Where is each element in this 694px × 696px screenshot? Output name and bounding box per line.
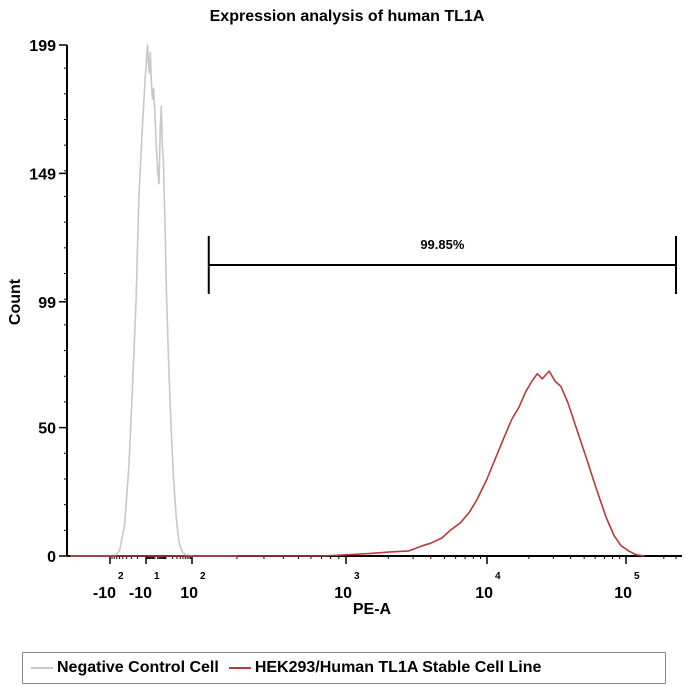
legend-swatch-tl1a-stable-line (228, 667, 251, 669)
y-tick-label: 199 (29, 38, 56, 55)
x-tick-exponent: 5 (634, 571, 640, 582)
x-tick-exponent: 3 (354, 571, 360, 582)
legend-label-tl1a-stable-line: HEK293/Human TL1A Stable Cell Line (254, 659, 542, 676)
x-tick-label: 10 (475, 585, 493, 602)
x-tick-label: 10 (180, 585, 198, 602)
x-tick-label: 10 (334, 585, 352, 602)
x-tick-label: -10 (129, 585, 152, 602)
y-axis-label: Count (7, 278, 24, 325)
y-tick-label: 50 (38, 421, 56, 438)
y-tick-label: 149 (29, 166, 56, 183)
gate-percentage-label: 99.85% (420, 237, 465, 252)
y-tick-label: 99 (38, 295, 56, 312)
y-tick-label: 0 (47, 549, 56, 566)
x-tick-exponent: 2 (118, 571, 124, 582)
x-tick-label: -10 (93, 585, 116, 602)
x-axis-label: PE-A (353, 601, 392, 618)
legend-item-negative-control: Negative Control Cell (31, 659, 219, 677)
chart-title: Expression analysis of human TL1A (210, 8, 485, 25)
legend: Negative Control Cell HEK293/Human TL1A … (22, 652, 666, 684)
x-tick-exponent: 2 (200, 571, 206, 582)
legend-label-negative-control: Negative Control Cell (57, 659, 219, 676)
series-line-tl1a-stable-line (70, 370, 645, 557)
series-line-negative-control (70, 44, 237, 557)
x-tick-label: 10 (614, 585, 632, 602)
x-tick-exponent: 4 (495, 571, 501, 582)
legend-swatch-negative-control (31, 667, 53, 669)
x-tick-exponent: 1 (154, 571, 160, 582)
histogram-chart: Expression analysis of human TL1A 0 50 99 1… (7, 8, 682, 618)
legend-item-tl1a-stable-line: HEK293/Human TL1A Stable Cell Line (228, 659, 542, 677)
